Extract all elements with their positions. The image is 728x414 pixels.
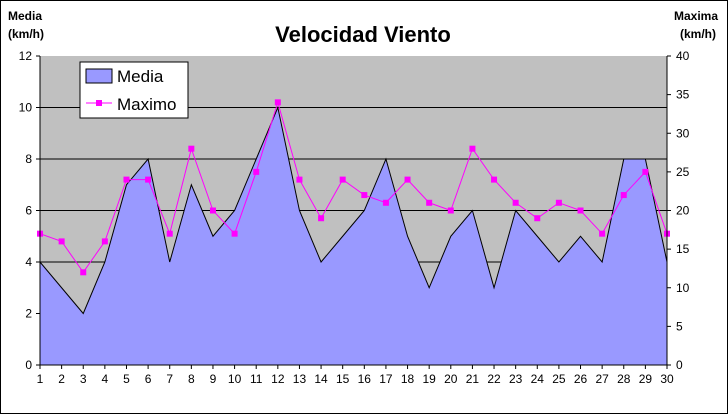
legend-label-maximo: Maximo (117, 95, 177, 114)
left-axis-label-line1: Media (8, 9, 42, 23)
right-axis-label-line1: Maxima (674, 9, 718, 23)
maximo-point (404, 176, 411, 183)
x-tick-label: 28 (617, 372, 631, 386)
legend-label-media: Media (117, 67, 164, 86)
x-tick-label: 7 (166, 372, 173, 386)
x-tick-label: 16 (358, 372, 372, 386)
x-tick-label: 17 (379, 372, 393, 386)
maximo-point (469, 145, 476, 152)
right-axis-label-line2: (km/h) (680, 27, 716, 41)
x-tick-label: 15 (336, 372, 350, 386)
right-tick-label: 20 (676, 204, 690, 218)
x-tick-label: 14 (314, 372, 328, 386)
left-axis-label-line2: (km/h) (8, 27, 44, 41)
x-tick-label: 11 (250, 372, 263, 386)
x-tick-label: 10 (228, 372, 242, 386)
maximo-point (188, 145, 195, 152)
x-tick-label: 6 (145, 372, 152, 386)
maximo-point (296, 176, 303, 183)
x-tick-label: 8 (188, 372, 195, 386)
right-tick-label: 0 (676, 358, 683, 372)
x-tick-label: 1 (37, 372, 44, 386)
maximo-point (447, 207, 454, 214)
maximo-point (145, 176, 152, 183)
maximo-point (80, 269, 87, 276)
maximo-point (382, 199, 389, 206)
maximo-point (361, 192, 368, 199)
x-tick-label: 12 (271, 372, 285, 386)
maximo-point (274, 99, 281, 106)
right-tick-label: 25 (676, 165, 690, 179)
x-tick-label: 20 (444, 372, 458, 386)
media-area (39, 105, 668, 366)
maximo-point (599, 230, 606, 237)
x-tick-label: 27 (595, 372, 609, 386)
right-tick-label: 10 (676, 281, 690, 295)
left-tick-label: 12 (19, 49, 33, 63)
maximo-point (642, 168, 649, 175)
x-tick-label: 22 (487, 372, 501, 386)
x-tick-label: 4 (102, 372, 109, 386)
maximo-point (253, 168, 260, 175)
right-tick-label: 35 (676, 88, 690, 102)
legend: Media Maximo (79, 61, 189, 119)
left-tick-label: 2 (25, 307, 32, 321)
maximo-point (58, 238, 65, 245)
maximo-point (123, 176, 130, 183)
x-tick-label: 2 (58, 372, 65, 386)
x-tick-label: 21 (466, 372, 480, 386)
maximo-point (620, 192, 627, 199)
right-tick-label: 40 (676, 49, 690, 63)
maximo-point (426, 199, 433, 206)
x-tick-label: 24 (531, 372, 545, 386)
maximo-point (318, 215, 325, 222)
x-tick-label: 26 (574, 372, 588, 386)
maximo-point (209, 207, 216, 214)
chart-title: Velocidad Viento (275, 22, 451, 47)
legend-marker-maximo (96, 100, 102, 106)
left-tick-label: 6 (25, 204, 32, 218)
x-tick-label: 9 (210, 372, 217, 386)
left-tick-label: 4 (25, 255, 32, 269)
right-tick-label: 30 (676, 126, 690, 140)
maximo-point (491, 176, 498, 183)
maximo-point (577, 207, 584, 214)
maximo-point (512, 199, 519, 206)
x-tick-label: 18 (401, 372, 415, 386)
maximo-point (101, 238, 108, 245)
x-tick-label: 13 (293, 372, 307, 386)
x-tick-label: 3 (80, 372, 87, 386)
maximo-point (166, 230, 173, 237)
x-tick-label: 29 (639, 372, 653, 386)
left-tick-label: 10 (19, 101, 33, 115)
x-tick-label: 5 (123, 372, 130, 386)
maximo-point (231, 230, 238, 237)
x-tick-label: 19 (422, 372, 436, 386)
maximo-point (534, 215, 541, 222)
maximo-point (339, 176, 346, 183)
right-tick-label: 5 (676, 319, 683, 333)
x-tick-label: 30 (660, 372, 674, 386)
x-tick-label: 23 (509, 372, 523, 386)
left-tick-label: 8 (25, 152, 32, 166)
legend-swatch-media (85, 68, 113, 84)
right-tick-label: 15 (676, 242, 690, 256)
maximo-line (39, 100, 668, 274)
maximo-point (555, 199, 562, 206)
x-tick-label: 25 (552, 372, 566, 386)
left-tick-label: 0 (25, 358, 32, 372)
